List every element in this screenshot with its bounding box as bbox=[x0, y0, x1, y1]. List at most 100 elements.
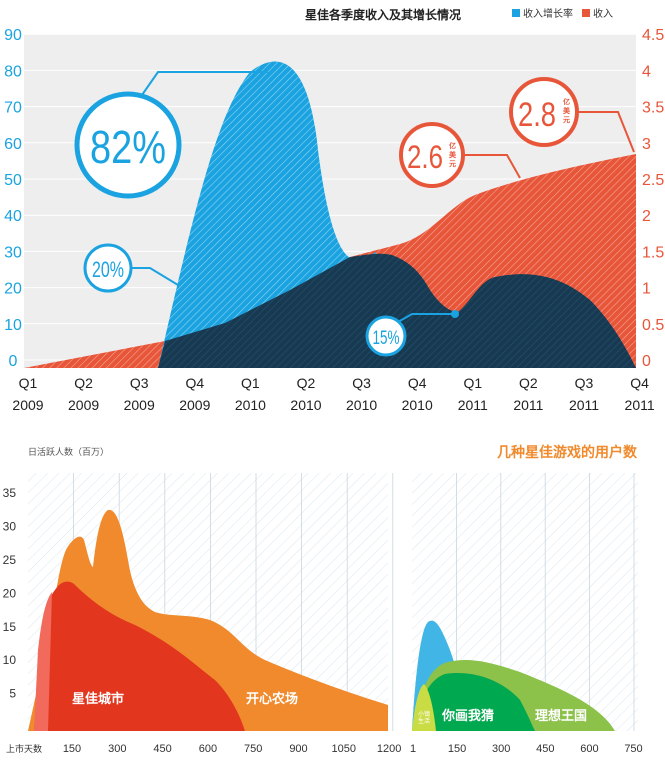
x-tick-year: 2009 bbox=[124, 397, 155, 413]
callout-28-unit-2: 美 bbox=[563, 106, 571, 115]
left-axis: 0 10 20 30 40 50 60 70 80 90 bbox=[4, 27, 22, 370]
x-tick-year: 2011 bbox=[513, 397, 543, 413]
right-panel-x-axis: 1 150 300 450 600 750 bbox=[410, 743, 643, 755]
callout-28-value: 2.8 bbox=[518, 96, 556, 134]
bottom-charts: 日活跃人数（百万） 几种星佳游戏的用户数 星佳城市 开心农场 小镇 生活 你画我… bbox=[3, 444, 643, 755]
left-x-tick-label: 1050 bbox=[332, 743, 356, 755]
bottom-title: 几种星佳游戏的用户数 bbox=[497, 444, 638, 460]
callout-28-unit-3: 元 bbox=[563, 116, 570, 124]
right-x-tick-label: 750 bbox=[624, 743, 642, 755]
x-tick-year: 2010 bbox=[235, 397, 266, 413]
right-x-tick-label: 300 bbox=[492, 743, 510, 755]
legend-swatch-growth bbox=[512, 9, 520, 17]
x-tick-quarter: Q2 bbox=[74, 375, 93, 391]
x-tick-quarter: Q4 bbox=[185, 375, 204, 391]
cityville-area bbox=[34, 581, 245, 731]
left-x-tick-label: 1200 bbox=[377, 743, 401, 755]
right-axis: 0 0.5 1 1.5 2 2.5 3 3.5 4 4.5 bbox=[642, 27, 664, 370]
label-words: 你画我猜 bbox=[441, 708, 494, 723]
callout-28-unit-1: 亿 bbox=[563, 97, 570, 106]
callout-26-value: 2.6 bbox=[407, 139, 443, 175]
right-x-tick-label: 450 bbox=[536, 743, 554, 755]
top-chart-title: 星佳各季度收入及其增长情况 bbox=[305, 7, 461, 22]
callout-26-unit-1: 亿 bbox=[449, 141, 456, 150]
legend-swatch-revenue bbox=[582, 9, 590, 17]
legend-label-growth: 收入增长率 bbox=[523, 7, 573, 20]
legend-label-revenue: 收入 bbox=[593, 7, 613, 20]
label-farmville: 开心农场 bbox=[246, 691, 298, 706]
bottom-y-tick-label: 15 bbox=[3, 620, 17, 634]
right-x-tick-label: 150 bbox=[448, 743, 466, 755]
x-tick-quarter: Q2 bbox=[297, 375, 316, 391]
top-chart: 星佳各季度收入及其增长情况 收入增长率 收入 01020304050607080… bbox=[4, 7, 664, 413]
right-x-tick-label: 600 bbox=[580, 743, 598, 755]
x-tick-quarter: Q1 bbox=[19, 375, 38, 391]
right-x-tick-label: 1 bbox=[410, 743, 416, 755]
left-x-tick-label: 900 bbox=[289, 743, 307, 755]
right-tick-label: 1 bbox=[642, 281, 651, 298]
x-tick-quarter: Q1 bbox=[463, 375, 482, 391]
callout-20-label: 20% bbox=[92, 257, 124, 282]
bottom-y-tick-label: 20 bbox=[3, 586, 17, 600]
x-tick-quarter: Q2 bbox=[519, 375, 538, 391]
bottom-y-tick-label: 5 bbox=[9, 687, 16, 701]
right-tick-label: 3.5 bbox=[642, 100, 664, 117]
x-tick-year: 2009 bbox=[68, 397, 99, 413]
left-tick-label: 70 bbox=[4, 100, 22, 117]
left-tick-label: 0 bbox=[9, 353, 18, 370]
x-tick-year: 2011 bbox=[569, 397, 599, 413]
callout-15-label: 15% bbox=[373, 328, 400, 349]
left-tick-label: 50 bbox=[4, 172, 22, 189]
bottom-y-tick-label: 35 bbox=[3, 486, 17, 500]
left-tick-label: 30 bbox=[4, 244, 22, 261]
left-tick-label: 60 bbox=[4, 136, 22, 153]
x-tick-quarter: Q4 bbox=[408, 375, 427, 391]
label-cityville: 星佳城市 bbox=[72, 691, 124, 706]
bottom-xlabel: 上市天数 bbox=[6, 743, 42, 754]
callout-82: 82% bbox=[74, 71, 268, 199]
x-tick-quarter: Q3 bbox=[130, 375, 149, 391]
left-tick-label: 10 bbox=[4, 317, 22, 334]
x-tick-year: 2011 bbox=[458, 397, 488, 413]
words-area bbox=[414, 673, 535, 731]
cityville-highlight bbox=[34, 592, 52, 731]
right-tick-label: 2.5 bbox=[642, 172, 664, 189]
left-x-tick-label: 300 bbox=[108, 743, 126, 755]
x-tick-quarter: Q3 bbox=[352, 375, 371, 391]
callout-82-label: 82% bbox=[90, 121, 166, 173]
label-small-game-line2: 生活 bbox=[418, 717, 430, 725]
right-tick-label: 2 bbox=[642, 208, 651, 225]
x-tick-quarter: Q4 bbox=[630, 375, 649, 391]
x-tick-year: 2009 bbox=[179, 397, 210, 413]
callout-26-unit-2: 美 bbox=[449, 150, 457, 159]
left-x-tick-label: 600 bbox=[199, 743, 217, 755]
right-tick-label: 3 bbox=[642, 136, 651, 153]
left-tick-label: 90 bbox=[4, 27, 22, 44]
bottom-y-axis: 5 10 15 20 25 30 35 bbox=[3, 486, 17, 700]
callout-28-unit: 亿 美 元 bbox=[563, 97, 572, 124]
bottom-y-tick-label: 30 bbox=[3, 520, 17, 534]
left-panel-x-axis: 150 300 450 600 750 900 1050 1200 bbox=[63, 743, 402, 755]
left-tick-label: 80 bbox=[4, 63, 22, 80]
right-tick-label: 4 bbox=[642, 63, 651, 80]
callout-26-unit: 亿 美 元 bbox=[449, 141, 458, 168]
overlap-area bbox=[158, 253, 636, 368]
bottom-y-tick-label: 25 bbox=[3, 553, 17, 567]
label-small-game: 小镇 生活 bbox=[418, 710, 432, 725]
x-tick-quarter: Q3 bbox=[575, 375, 594, 391]
callout-20: 20% bbox=[83, 243, 179, 293]
tiny-game-area bbox=[412, 684, 436, 731]
right-tick-label: 1.5 bbox=[642, 244, 664, 261]
x-tick-year: 2010 bbox=[290, 397, 321, 413]
x-tick-year: 2010 bbox=[346, 397, 377, 413]
label-small-game-line1: 小镇 bbox=[418, 710, 430, 718]
callout-26: 2.6 亿 美 元 bbox=[399, 122, 521, 188]
callout-26-unit-3: 元 bbox=[449, 160, 456, 168]
bottom-ylabel: 日活跃人数（百万） bbox=[28, 446, 109, 457]
x-tick-year: 2009 bbox=[12, 397, 43, 413]
right-tick-label: 0.5 bbox=[642, 317, 664, 334]
x-tick-year: 2010 bbox=[402, 397, 433, 413]
left-x-tick-label: 150 bbox=[63, 743, 81, 755]
left-tick-label: 20 bbox=[4, 281, 22, 298]
